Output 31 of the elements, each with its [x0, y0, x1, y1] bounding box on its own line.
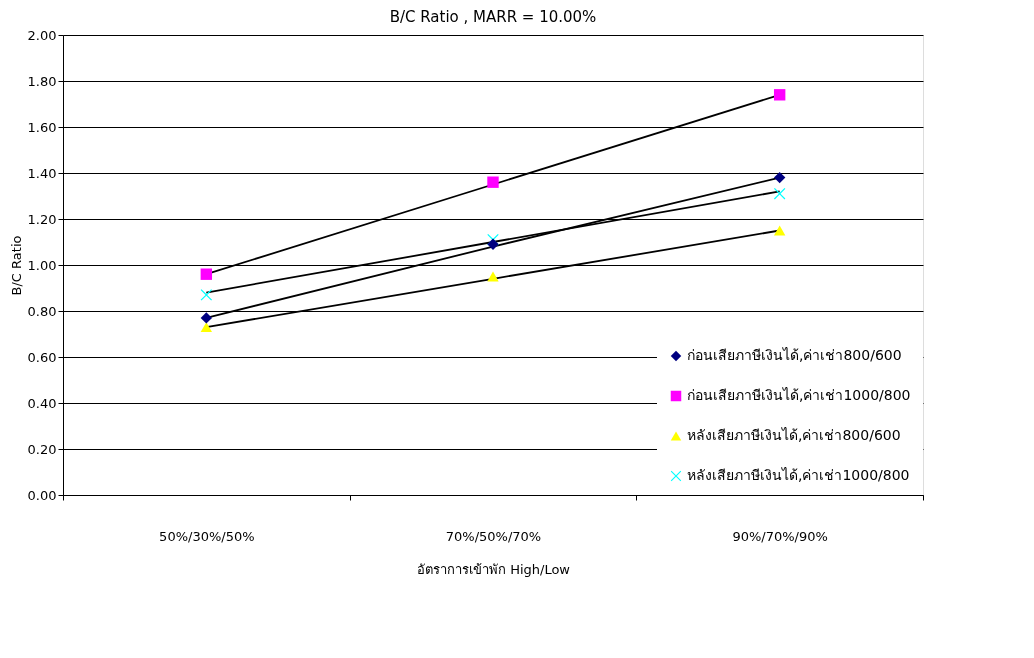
- legend-label: หลังเสียภาษีเงินได้,ค่าเช่า1000/800: [687, 467, 910, 483]
- y-tick-label: 0.20: [27, 441, 57, 457]
- point: [487, 238, 499, 250]
- y-tick-label: 0.00: [27, 487, 57, 503]
- point: [773, 225, 786, 236]
- point: [200, 289, 213, 301]
- y-axis-title: B/C Ratio: [8, 235, 24, 296]
- y-tick-label: 1.20: [27, 211, 57, 227]
- y-tick-label: 1.40: [27, 165, 57, 181]
- point: [200, 312, 213, 324]
- point: [773, 171, 786, 184]
- legend-label: หลังเสียภาษีเงินได้,ค่าเช่า800/600: [687, 427, 901, 443]
- point: [487, 271, 499, 282]
- y-tick-label: 1.60: [27, 119, 57, 135]
- y-tick-label: 2.00: [27, 27, 57, 43]
- y-tick-label: 0.80: [27, 303, 57, 319]
- x-tick-label: 70%/50%/70%: [445, 528, 542, 544]
- legend-label: ก่อนเสียภาษีเงินได้,ค่าเช่า800/600: [687, 347, 902, 363]
- point: [773, 89, 786, 101]
- x-tick-label: 90%/70%/90%: [732, 528, 828, 544]
- y-tick-label: 1.00: [27, 257, 57, 273]
- point: [200, 268, 213, 280]
- y-tick-label: 0.40: [27, 395, 57, 411]
- chart-title: B/C Ratio , MARR = 10.00%: [389, 8, 597, 26]
- y-tick-label: 1.80: [27, 73, 57, 89]
- point: [487, 176, 499, 188]
- x-tick-label: 50%/30%/50%: [159, 528, 255, 544]
- x-axis-title: อัตราการเข้าพัก High/Low: [417, 561, 571, 577]
- y-tick-label: 0.60: [27, 349, 57, 365]
- point: [200, 322, 213, 333]
- legend-label: ก่อนเสียภาษีเงินได้,ค่าเช่า1000/800: [687, 387, 911, 403]
